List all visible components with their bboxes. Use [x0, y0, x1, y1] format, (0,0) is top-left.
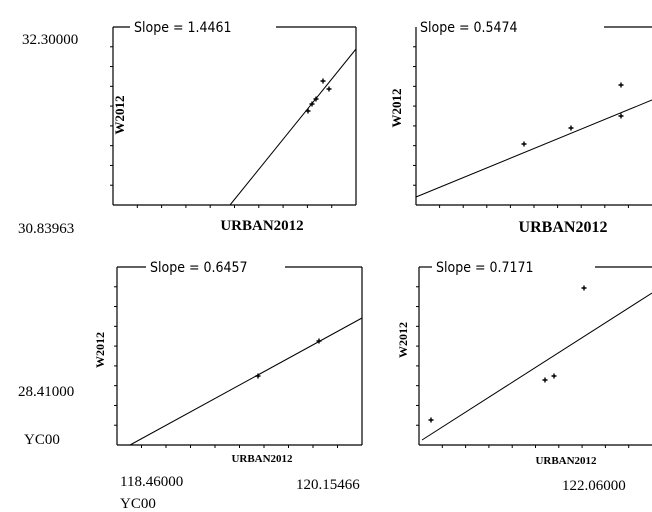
panel-title: Slope = 0.6457	[150, 260, 248, 276]
data-point	[305, 108, 311, 114]
figure-y-low-label: 28.41000	[18, 384, 74, 400]
figure-x-variable-label: YC00	[120, 496, 156, 512]
scatter-panel: Slope = 1.4461 URBAN2012 W2012	[110, 20, 357, 234]
panel-y-label: W2012	[93, 332, 107, 368]
figure-x-right-label: 122.06000	[562, 478, 626, 494]
figure-y-mid-label: 30.83963	[18, 221, 74, 237]
data-point	[618, 82, 624, 88]
figure-x-left-label: 118.46000	[120, 474, 183, 490]
scatter-panel: Slope = 0.6457 URBAN2012 W2012	[93, 260, 363, 465]
data-point	[320, 78, 326, 84]
figure-y-top-label: 32.30000	[22, 32, 78, 48]
data-point	[428, 417, 434, 423]
data-point	[255, 373, 261, 379]
data-point	[313, 96, 319, 102]
panel-y-label: W2012	[389, 89, 404, 128]
panel-title: Slope = 1.4461	[134, 20, 232, 36]
figure-x-mid-label: 120.15466	[296, 477, 360, 493]
data-point	[521, 141, 527, 147]
panel-x-label: URBAN2012	[519, 219, 608, 236]
data-point	[551, 373, 557, 379]
panel-x-label: URBAN2012	[220, 218, 303, 234]
figure-y-variable-label: YC00	[24, 432, 60, 448]
panel-title: Slope = 0.5474	[420, 20, 518, 36]
data-point	[316, 338, 322, 344]
data-point	[581, 285, 587, 291]
scatter-panel: Slope = 0.5474 URBAN2012 W2012	[389, 20, 652, 236]
scatter-panel: Slope = 0.7171 URBAN2012 W2012	[396, 260, 652, 467]
regression-line	[129, 317, 363, 446]
regression-line	[415, 99, 652, 198]
panel-title: Slope = 0.7171	[436, 260, 534, 276]
data-point	[309, 101, 315, 107]
regression-line	[229, 48, 357, 206]
data-point	[326, 86, 332, 92]
data-point	[542, 377, 548, 383]
data-point	[618, 113, 624, 119]
panel-y-label: W2012	[112, 96, 127, 135]
panel-x-label: URBAN2012	[231, 453, 293, 465]
regression-line	[421, 292, 652, 441]
panel-x-label: URBAN2012	[535, 455, 597, 467]
data-point	[568, 125, 574, 131]
panel-y-label: W2012	[396, 322, 410, 358]
